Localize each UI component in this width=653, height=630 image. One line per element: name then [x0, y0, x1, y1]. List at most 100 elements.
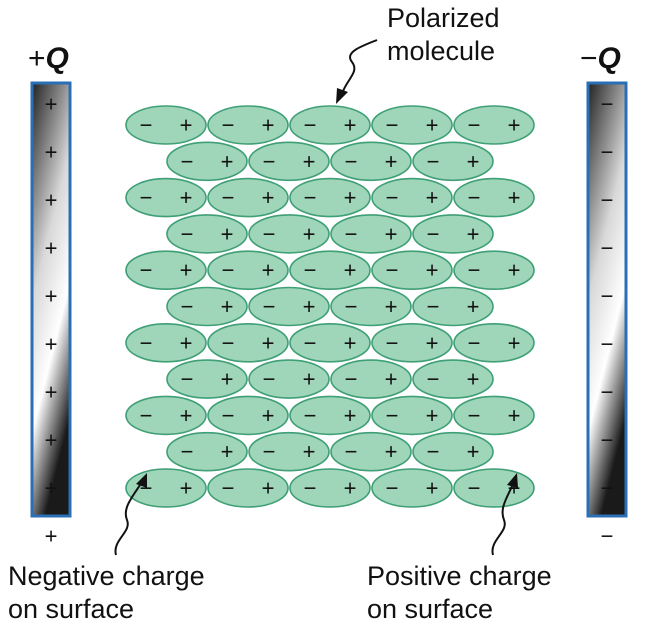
molecule-body [125, 105, 207, 145]
molecule-positive-end: + [385, 221, 398, 246]
molecule-negative-end: − [181, 221, 194, 246]
polarized-molecule: − + [289, 250, 371, 291]
polarized-molecule: − + [453, 322, 535, 363]
molecule-body [453, 250, 535, 291]
negative-surface-charge-label-line1: Negative charge [8, 561, 205, 591]
molecule-negative-end: − [304, 258, 317, 283]
molecule-positive-end: + [426, 185, 439, 210]
molecule-positive-end: + [508, 258, 521, 283]
molecule-positive-end: + [303, 149, 316, 174]
molecule-negative-end: − [140, 330, 153, 355]
molecule-negative-end: − [427, 221, 440, 246]
polarized-molecule: − + [289, 322, 371, 363]
positive-charge-arrowhead [507, 473, 518, 488]
molecule-negative-end: − [181, 439, 194, 464]
molecule-body [166, 214, 248, 254]
molecule-positive-end: + [426, 330, 439, 355]
molecule-negative-end: − [427, 294, 440, 319]
molecule-positive-end: + [467, 439, 480, 464]
molecule-body [453, 105, 535, 145]
molecule-body [330, 359, 412, 399]
positive-plate-charges: + + + + + + + + + + [45, 92, 58, 549]
polarized-molecule: − + [453, 105, 535, 145]
polarized-molecule: − + [125, 105, 207, 145]
positive-plate-charge: + [45, 92, 58, 117]
polarized-molecule: − + [371, 105, 453, 145]
polarized-molecule: − + [166, 431, 248, 472]
polarized-molecule: − + [371, 250, 453, 291]
molecule-body [248, 141, 330, 182]
polarized-molecule: − + [166, 286, 248, 327]
polarized-molecule: − + [248, 141, 330, 182]
positive-plate-charge: + [45, 236, 58, 261]
molecule-negative-end: − [386, 476, 399, 501]
polarized-molecule-arrowhead [336, 88, 348, 104]
molecule-body [453, 395, 535, 436]
molecule-body [207, 250, 289, 291]
polarized-molecule: − + [207, 250, 289, 291]
molecule-negative-end: − [222, 476, 235, 501]
leader-lines [114, 39, 515, 556]
negative-surface-charge-label: Negative charge on surface [8, 560, 205, 626]
molecule-positive-end: + [262, 476, 275, 501]
positive-surface-charge-label: Positive charge on surface [367, 560, 552, 626]
positive-plate-letter: Q [45, 42, 69, 75]
negative-plate-charge: − [601, 236, 614, 261]
molecule-negative-end: − [468, 330, 481, 355]
negative-plate-sign: − [580, 42, 598, 75]
molecule-negative-end: − [140, 403, 153, 428]
molecule-positive-end: + [303, 439, 316, 464]
polarized-molecule: − + [166, 214, 248, 254]
molecule-positive-end: + [385, 367, 398, 392]
molecule-negative-end: − [468, 476, 481, 501]
molecule-positive-end: + [180, 476, 193, 501]
molecule-positive-end: + [180, 403, 193, 428]
molecule-body [412, 214, 494, 254]
molecule-negative-end: − [222, 403, 235, 428]
negative-surface-charge-label-line2: on surface [8, 594, 135, 624]
molecule-negative-end: − [427, 367, 440, 392]
molecule-negative-end: − [140, 185, 153, 210]
molecule-body [371, 177, 453, 218]
molecule-negative-end: − [468, 185, 481, 210]
molecule-negative-end: − [468, 403, 481, 428]
molecule-positive-end: + [262, 330, 275, 355]
polarized-molecule: − + [166, 359, 248, 399]
polarized-molecule-lattice: − + − + − + − + − +− + − + − + − +− + − + − + − + − +− + − + − + − +− + − +… [125, 105, 535, 508]
molecule-negative-end: − [386, 113, 399, 138]
positive-plate-charge: + [45, 524, 58, 549]
molecule-negative-end: − [222, 185, 235, 210]
polarized-molecule-label-line2: molecule [387, 36, 496, 66]
molecule-body [289, 250, 371, 291]
polarized-molecule-label-line1: Polarized [387, 3, 500, 33]
molecule-positive-end: + [467, 149, 480, 174]
molecule-body [207, 395, 289, 436]
molecule-negative-end: − [263, 294, 276, 319]
molecule-body [166, 141, 248, 182]
molecule-negative-end: − [140, 113, 153, 138]
molecule-body [289, 395, 371, 436]
polarized-molecule: − + [330, 214, 412, 254]
polarized-molecule: − + [453, 395, 535, 436]
molecule-body [289, 322, 371, 363]
molecule-positive-end: + [467, 367, 480, 392]
molecule-negative-end: − [386, 330, 399, 355]
molecule-negative-end: − [263, 367, 276, 392]
molecule-positive-end: + [426, 113, 439, 138]
negative-plate-charge: − [601, 140, 614, 165]
polarized-molecule: − + [453, 468, 535, 508]
positive-plate-sign: + [28, 42, 46, 75]
molecule-body [371, 468, 453, 508]
molecule-positive-end: + [508, 330, 521, 355]
molecule-positive-end: + [262, 258, 275, 283]
polarized-molecule: − + [453, 250, 535, 291]
positive-plate-charge: + [45, 380, 58, 405]
polarized-molecule: − + [412, 431, 494, 472]
molecule-body [207, 105, 289, 145]
molecule-body [248, 214, 330, 254]
molecule-body [125, 322, 207, 363]
molecule-negative-end: − [345, 367, 358, 392]
molecule-negative-end: − [263, 221, 276, 246]
molecule-positive-end: + [385, 149, 398, 174]
